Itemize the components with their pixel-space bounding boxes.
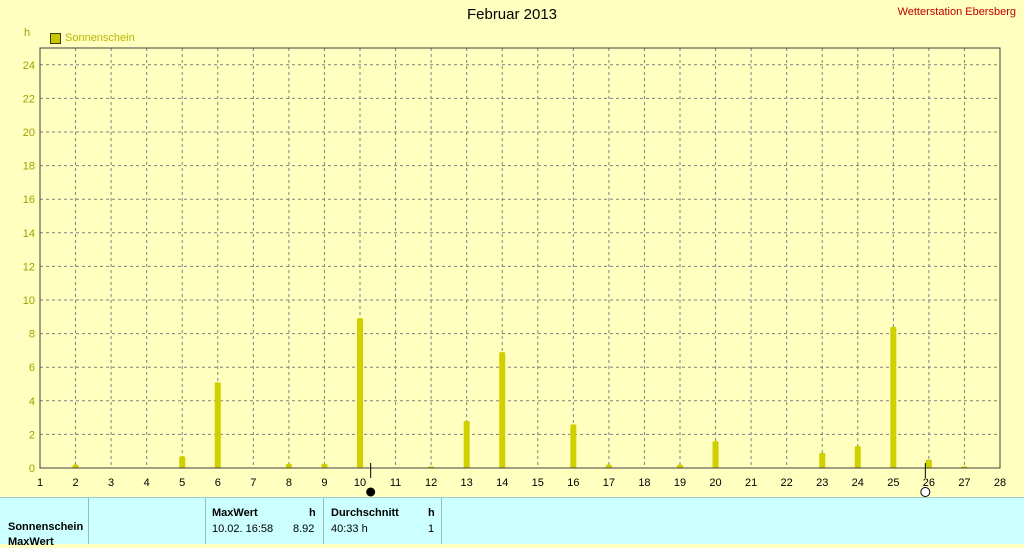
bar — [677, 464, 683, 468]
bar — [819, 452, 826, 468]
legend-label: Sonnenschein — [65, 32, 135, 44]
x-tick-label: 8 — [286, 477, 292, 489]
legend-swatch — [50, 32, 61, 44]
x-tick-label: 9 — [321, 477, 327, 489]
x-tick-label: 20 — [709, 477, 721, 489]
plot-frame — [39, 47, 1001, 469]
bar — [499, 352, 506, 468]
row-label: Sonnenschein — [8, 521, 84, 533]
panel-divider — [323, 498, 324, 544]
legend: Sonnenschein — [50, 32, 135, 44]
bars — [72, 318, 968, 468]
x-tick-label: 16 — [567, 477, 579, 489]
x-tick-label: 25 — [887, 477, 899, 489]
bar — [925, 459, 932, 468]
max-header: MaxWert — [212, 507, 258, 519]
bar — [854, 446, 861, 468]
x-tick-label: 17 — [603, 477, 615, 489]
bar — [321, 463, 328, 468]
panel-divider — [88, 498, 89, 544]
y-tick-label: 14 — [23, 228, 35, 240]
stats-panel: Sonnenschein MaxWert MaxWert h 10.02. 16… — [0, 497, 1024, 548]
y-axis-unit: h — [24, 27, 31, 39]
x-tick-label: 1 — [37, 477, 43, 489]
x-tick-label: 11 — [390, 477, 401, 489]
x-tick-label: 10 — [354, 477, 366, 489]
row-label-2: MaxWert — [8, 536, 54, 548]
y-tick-label: 8 — [29, 329, 35, 341]
x-tick-label: 13 — [461, 477, 473, 489]
panel-divider — [441, 498, 442, 544]
x-tick-label: 2 — [72, 477, 78, 489]
bar — [712, 441, 719, 468]
avg-count: 1 — [428, 523, 435, 535]
bar — [463, 420, 470, 468]
avg-header: Durchschnitt — [331, 507, 399, 519]
y-tick-label: 18 — [23, 161, 35, 173]
bar — [890, 326, 897, 468]
y-tick-label: 24 — [23, 60, 35, 72]
y-tick-label: 2 — [29, 429, 35, 441]
bar — [605, 464, 612, 468]
markers — [366, 463, 931, 497]
filled-marker — [366, 487, 376, 497]
x-tick-label: 26 — [923, 477, 935, 489]
y-tick-label: 12 — [23, 261, 35, 273]
x-tick-label: 4 — [144, 477, 150, 489]
max-unit: h — [309, 507, 316, 519]
x-tick-label: 28 — [994, 477, 1006, 489]
x-tick-label: 7 — [250, 477, 256, 489]
bar — [570, 424, 577, 468]
x-tick-label: 15 — [532, 477, 544, 489]
bar — [214, 382, 221, 468]
avg-value: 40:33 h — [331, 523, 368, 535]
max-time: 10.02. 16:58 — [212, 523, 274, 535]
bar — [72, 464, 79, 468]
bar — [285, 463, 292, 468]
x-tick-label: 27 — [958, 477, 970, 489]
x-tick-label: 14 — [496, 477, 508, 489]
station-name: Wetterstation Ebersberg — [897, 6, 1016, 18]
axes — [39, 47, 1001, 469]
x-tick-label: 18 — [638, 477, 650, 489]
bar — [357, 318, 363, 468]
avg-unit: h — [428, 507, 435, 519]
bar — [179, 456, 186, 468]
x-tick-label: 3 — [108, 477, 114, 489]
x-tick-label: 21 — [745, 477, 757, 489]
grid — [40, 48, 1000, 468]
x-tick-label: 5 — [179, 477, 185, 489]
y-tick-label: 22 — [23, 93, 35, 105]
x-tick-label: 19 — [674, 477, 686, 489]
y-tick-label: 10 — [23, 295, 35, 307]
x-tick-label: 24 — [852, 477, 864, 489]
chart-title: Februar 2013 — [466, 6, 558, 23]
y-tick-label: 4 — [29, 396, 35, 408]
panel-divider — [205, 498, 206, 544]
x-tick-label: 23 — [816, 477, 828, 489]
open-marker — [920, 487, 931, 497]
x-tick-label: 22 — [781, 477, 793, 489]
y-tick-label: 16 — [23, 194, 35, 206]
x-tick-labels: 1 2 3 4 5 6 7 8 9 10 11 12 13 14 15 16 17 18 19 20 21 22 23 24 2… — [37, 477, 1006, 489]
y-tick-label: 20 — [23, 127, 35, 139]
x-tick-label: 12 — [425, 477, 437, 489]
y-tick-label: 6 — [29, 362, 35, 374]
x-tick-label: 6 — [215, 477, 221, 489]
max-value: 8.92 — [293, 523, 315, 535]
y-tick-label: 0 — [29, 463, 35, 475]
